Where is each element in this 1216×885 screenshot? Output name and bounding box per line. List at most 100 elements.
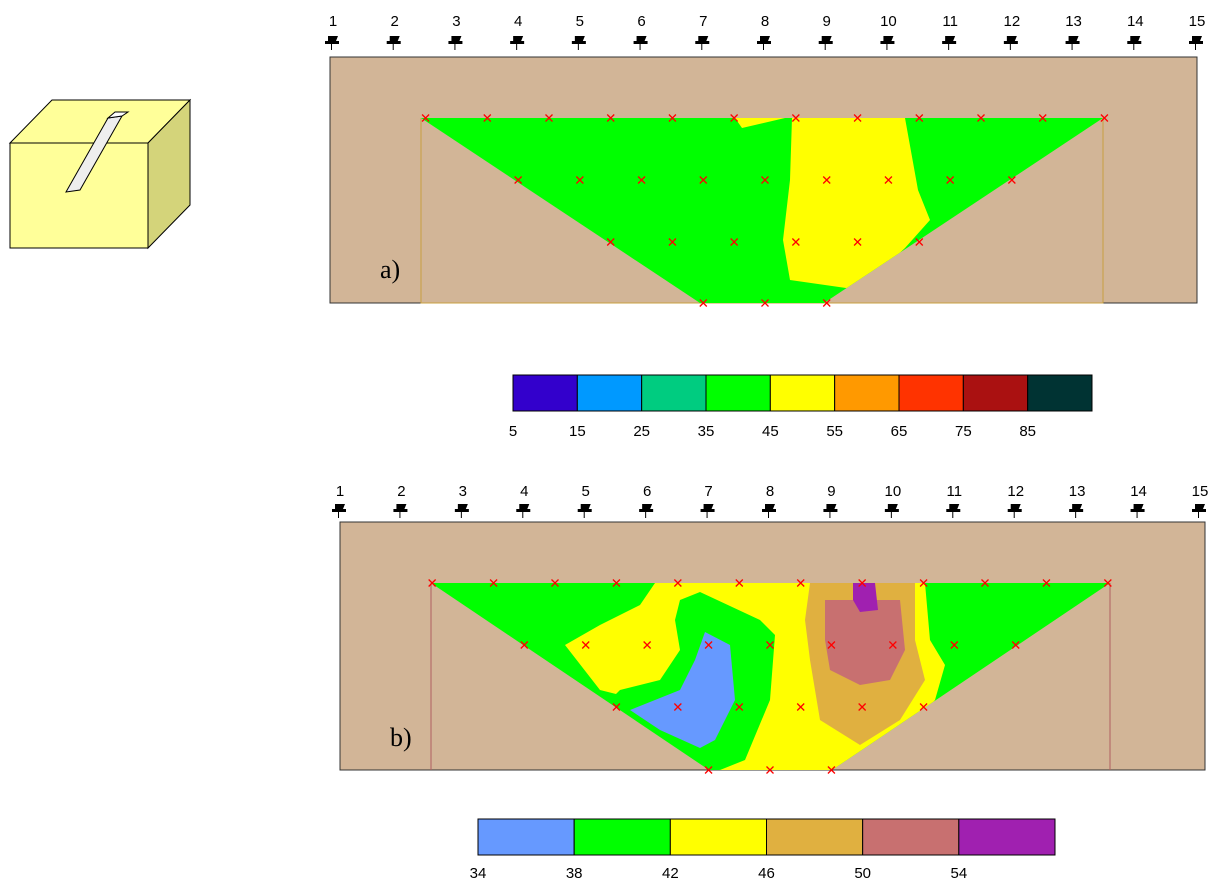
data-point: [827, 641, 836, 649]
data-point: [761, 176, 769, 184]
data-point: [761, 299, 769, 307]
electrode: [454, 504, 469, 518]
color-swatch: [576, 374, 643, 412]
color-swatch: [766, 818, 864, 856]
electrode: [762, 504, 776, 518]
colorbar-label: 25: [633, 423, 650, 440]
electrode-label: 4: [514, 13, 522, 30]
electrode-label: 9: [823, 13, 831, 30]
color-swatch: [669, 818, 767, 856]
colorbar-label: 35: [698, 423, 715, 440]
color-swatch: [705, 374, 771, 412]
electrode-label: 11: [942, 13, 958, 30]
electrode: [757, 36, 771, 50]
data-point: [884, 176, 893, 184]
data-point: [668, 238, 677, 246]
electrode: [332, 504, 346, 518]
electrode: [325, 36, 339, 50]
electrode: [516, 504, 531, 518]
data-point: [915, 238, 924, 246]
colorbar-label: 15: [569, 423, 586, 440]
data-point: [946, 176, 955, 184]
electrode: [393, 504, 408, 518]
electrode-label: 13: [1069, 483, 1086, 500]
section-a: a): [329, 56, 1198, 304]
data-point: [1007, 176, 1016, 184]
electrode: [700, 504, 715, 518]
electrode-label: 1: [329, 13, 337, 30]
data-point: [853, 114, 862, 122]
data-point: [796, 579, 805, 587]
data-point: [606, 114, 615, 122]
electrode: [1065, 36, 1080, 50]
data-point: [612, 579, 621, 587]
color-swatch: [477, 818, 575, 856]
data-point: [673, 703, 682, 711]
electrode-label: 7: [699, 13, 707, 30]
data-point: [981, 579, 989, 587]
panel-label: b): [390, 723, 412, 752]
model-icon: [8, 98, 192, 250]
electrode: [633, 36, 648, 50]
electrode-label: 13: [1065, 13, 1082, 30]
data-point: [853, 238, 862, 246]
data-point: [730, 238, 739, 246]
electrode: [577, 504, 592, 518]
data-point: [1011, 641, 1020, 649]
electrode: [1189, 36, 1203, 50]
electrode: [1003, 36, 1018, 50]
electrode-label: 14: [1127, 13, 1144, 30]
data-point: [730, 114, 739, 122]
data-point: [827, 766, 836, 774]
data-point: [858, 579, 867, 587]
section-b: b): [339, 521, 1206, 771]
electrode-label: 15: [1192, 483, 1209, 500]
electrode-label: 2: [397, 483, 405, 500]
data-point: [704, 766, 713, 774]
electrode-label: 9: [827, 483, 835, 500]
data-point: [704, 641, 713, 649]
data-point: [643, 641, 652, 649]
data-point: [1042, 579, 1051, 587]
electrode-label: 3: [459, 483, 467, 500]
colorbar-label: 65: [891, 423, 908, 440]
data-point: [977, 114, 985, 122]
electrode: [818, 36, 833, 50]
data-point: [421, 114, 430, 122]
data-point: [545, 114, 553, 122]
colorbar-label: 34: [470, 865, 487, 880]
data-point: [483, 114, 492, 122]
data-point: [551, 579, 559, 587]
data-point: [822, 176, 831, 184]
data-point: [1038, 114, 1047, 122]
electrode: [1192, 504, 1206, 518]
electrode-label: 14: [1130, 483, 1147, 500]
colorbar-label: 38: [566, 865, 583, 880]
electrode-label: 10: [885, 483, 902, 500]
electrode: [884, 504, 899, 518]
electrode: [1127, 36, 1142, 50]
data-point: [489, 579, 498, 587]
data-point: [581, 641, 590, 649]
color-swatch: [769, 374, 836, 412]
data-point: [822, 299, 831, 307]
colorbar-label: 46: [758, 865, 775, 880]
data-point: [1103, 579, 1112, 587]
color-swatch: [573, 818, 671, 856]
electrode: [942, 36, 957, 50]
color-swatch: [641, 374, 707, 412]
data-point: [791, 114, 800, 122]
data-point: [428, 579, 437, 587]
electrode: [946, 504, 961, 518]
data-point: [606, 238, 615, 246]
electrode-label: 12: [1004, 13, 1021, 30]
data-point: [673, 579, 682, 587]
data-point: [858, 703, 867, 711]
electrode-label: 11: [946, 483, 962, 500]
colorbar-label: 45: [762, 423, 779, 440]
electrode-label: 3: [452, 13, 460, 30]
electrode-label: 5: [576, 13, 584, 30]
electrode: [880, 36, 895, 50]
colorbar-label: 75: [955, 423, 972, 440]
